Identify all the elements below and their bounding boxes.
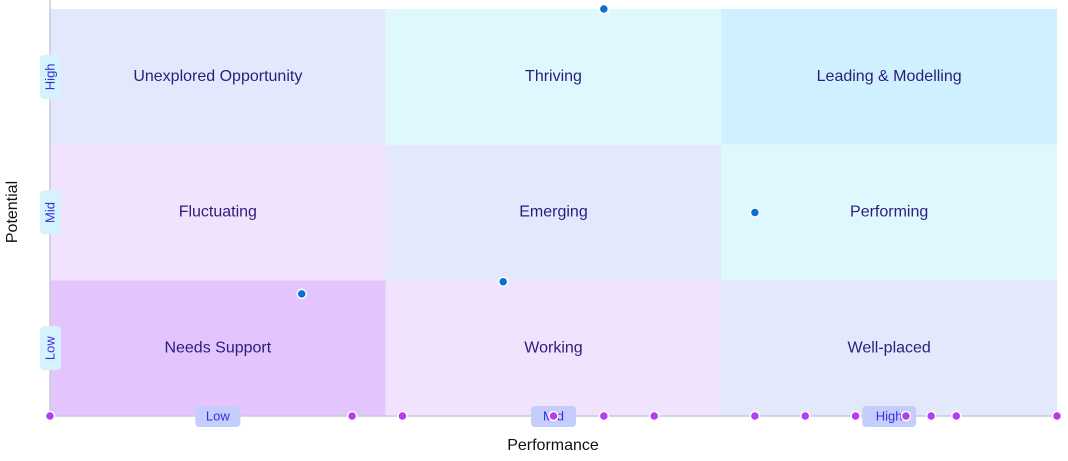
cell-label: Performing <box>850 204 928 221</box>
data-point-performance-only[interactable] <box>951 410 962 422</box>
cell-fluctuating <box>50 144 386 281</box>
y-axis-title: Potential <box>4 181 21 243</box>
y-tick-low: Low <box>40 326 61 371</box>
y-tick-high: High <box>40 54 61 99</box>
cell-working <box>385 280 722 416</box>
cell-needs-support <box>50 280 386 416</box>
data-point-performance-only[interactable] <box>346 410 358 422</box>
cell-unexplored-opportunity <box>50 9 386 145</box>
data-point-performance-only[interactable] <box>598 410 610 422</box>
data-point-performance-only[interactable] <box>900 410 912 422</box>
y-tick-label: Mid <box>42 202 57 223</box>
data-point-performance-only[interactable] <box>850 410 861 422</box>
data-point-employees[interactable] <box>296 288 307 300</box>
data-point-performance-only[interactable] <box>925 410 937 422</box>
cell-label: Emerging <box>519 204 587 221</box>
cell-label: Working <box>524 339 582 356</box>
data-point-performance-only[interactable] <box>397 410 408 422</box>
cell-label: Leading & Modelling <box>817 68 962 85</box>
cell-label: Unexplored Opportunity <box>133 68 302 85</box>
cell-label: Well-placed <box>848 339 931 356</box>
cell-leading-modelling <box>721 9 1057 145</box>
data-point-performance-only[interactable] <box>749 410 761 422</box>
data-point-employees[interactable] <box>749 207 761 218</box>
data-point-performance-only[interactable] <box>1051 410 1063 422</box>
cell-label: Needs Support <box>164 339 271 356</box>
x-tick-label: Low <box>206 408 230 423</box>
y-tick-mid: Mid <box>40 190 61 235</box>
cell-emerging <box>385 144 722 281</box>
data-point-performance-only[interactable] <box>44 410 56 422</box>
data-point-employees[interactable] <box>598 3 610 15</box>
x-tick-label: High <box>876 408 903 423</box>
cell-thriving <box>385 9 722 145</box>
data-point-performance-only[interactable] <box>800 410 811 422</box>
data-point-performance-only[interactable] <box>648 410 660 422</box>
x-tick-high: High <box>862 406 917 427</box>
cell-label: Fluctuating <box>179 204 257 221</box>
cell-well-placed <box>721 280 1057 416</box>
cell-performing <box>721 144 1057 281</box>
data-point-performance-only[interactable] <box>548 410 559 422</box>
y-tick-label: High <box>42 63 57 90</box>
y-tick-label: Low <box>42 336 57 360</box>
x-axis-title: Performance <box>507 437 599 454</box>
data-point-employees[interactable] <box>497 276 509 287</box>
cell-label: Thriving <box>525 68 582 85</box>
x-tick-low: Low <box>195 406 241 427</box>
